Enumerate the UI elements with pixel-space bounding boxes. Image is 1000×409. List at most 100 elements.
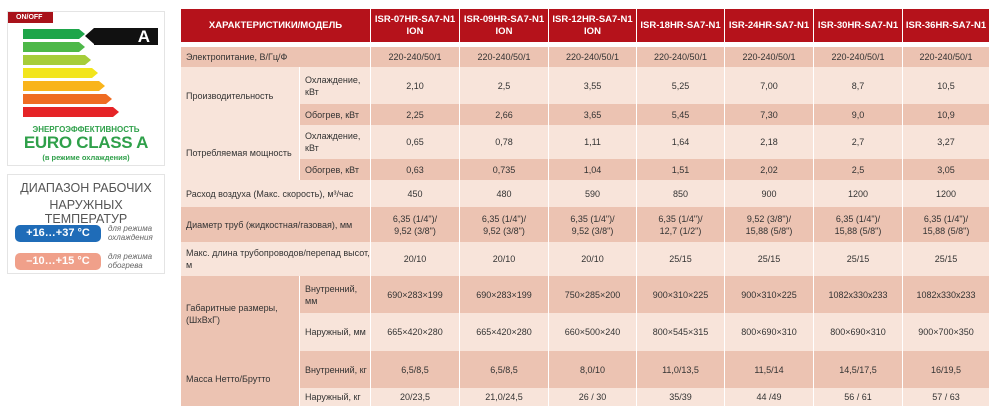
value-line: 6,35 (1/4")/ [570, 213, 615, 224]
table-row: Производительность Охлаждение, кВт 2,10 2,5… [181, 67, 990, 125]
energy-bar [23, 68, 98, 78]
model-header: ISR-07HR-SA7-N1 ION [371, 9, 460, 42]
energy-bar [23, 55, 91, 65]
value-cell: 1,64 [637, 125, 725, 159]
value-cell: 7,00 [725, 67, 814, 104]
value-cell: 2,7 [814, 125, 903, 159]
row-label: Электропитание, В/Гц/Ф [181, 47, 371, 67]
value-line: 6,35 (1/4")/ [392, 213, 438, 224]
value-cell: 11,5/14 [725, 351, 814, 388]
model-header: ISR-30HR-SA7-N1 [814, 9, 903, 42]
model-name: ISR-12HR-SA7-N1 [552, 13, 633, 25]
value-cell: 2,5 [814, 159, 903, 180]
value-cell: 5,45 [637, 104, 725, 125]
value-cell: 6,35 (1/4")/9,52 (3/8") [371, 207, 460, 242]
value-cell: 6,35 (1/4")/9,52 (3/8") [549, 207, 637, 242]
value-cell: 14,5/17,5 [814, 351, 903, 388]
group-label: Габаритные размеры, (ШхВхГ) [181, 276, 300, 351]
value-cell: 0,735 [460, 159, 549, 180]
value-cell: 25/15 [637, 242, 725, 276]
model-suffix: ION [406, 25, 424, 37]
value-cell: 1200 [814, 180, 903, 207]
temp-title-1: ДИАПАЗОН РАБОЧИХ [20, 181, 152, 195]
model-name: ISR-07HR-SA7-N1 [374, 13, 456, 25]
value-line: 15,88 (5/8") [745, 225, 793, 236]
value-line: 6,35 (1/4")/ [835, 213, 881, 224]
model-name: ISR-36HR-SA7-N1 [905, 19, 987, 31]
value-cell: 8,0/10 [549, 351, 637, 388]
sub-label: Наружный, кг [300, 388, 371, 406]
value-cell: 1,11 [549, 125, 637, 159]
energy-class-label: ON/OFF A ЭНЕРГОЭФФЕКТИВНОСТЬ EURO CLASS … [7, 11, 165, 166]
value-line: 15,88 (5/8") [834, 225, 882, 236]
value-cell: 11,0/13,5 [637, 351, 725, 388]
value-cell: 1,04 [549, 159, 637, 180]
value-line: 6,35 (1/4")/ [923, 213, 969, 224]
value-cell: 220-240/50/1 [725, 47, 814, 67]
value-cell: 0,63 [371, 159, 460, 180]
value-cell: 9,0 [814, 104, 903, 125]
value-cell: 450 [371, 180, 460, 207]
table-row: Обогрев, кВт 2,25 2,66 3,65 5,45 7,30 9,0 10,9 [181, 104, 990, 125]
onoff-badge: ON/OFF [8, 12, 53, 23]
cool-range-pill: +16…+37 °C [15, 225, 101, 242]
table-row: Наружный, кг 20/23,5 21,0/24,5 26 / 30 35/39… [181, 388, 990, 406]
value-cell: 5,25 [637, 67, 725, 104]
value-cell: 3,55 [549, 67, 637, 104]
value-cell: 3,65 [549, 104, 637, 125]
table-row: Обогрев, кВт 0,63 0,735 1,04 1,51 2,02 2,5 3,05 [181, 159, 990, 180]
value-cell: 20/10 [460, 242, 549, 276]
model-name: ISR-09HR-SA7-N1 [463, 13, 545, 25]
table-row: Потребляемая мощность Охлаждение, кВт 0,65… [181, 125, 990, 180]
value-cell: 10,5 [903, 67, 990, 104]
value-cell: 6,35 (1/4")/15,88 (5/8") [903, 207, 990, 242]
value-cell: 1,51 [637, 159, 725, 180]
model-name: ISR-24HR-SA7-N1 [728, 19, 810, 31]
energy-bar [23, 29, 85, 39]
euro-class-text: EURO CLASS A [23, 133, 149, 152]
value-cell: 220-240/50/1 [814, 47, 903, 67]
value-cell: 2,5 [460, 67, 549, 104]
value-cell: 2,02 [725, 159, 814, 180]
value-cell: 44 /49 [725, 388, 814, 406]
value-cell: 900×310×225 [637, 276, 725, 313]
value-cell: 1082x330x233 [814, 276, 903, 313]
model-suffix: ION [584, 25, 601, 37]
specs-table: ХАРАКТЕРИСТИКИ/МОДЕЛЬ ISR-07HR-SA7-N1 ION I… [181, 9, 990, 406]
energy-class-arrow: A [85, 28, 158, 45]
energy-bar [23, 107, 119, 117]
value-cell: 20/10 [549, 242, 637, 276]
value-cell: 665×420×280 [460, 313, 549, 351]
value-cell: 900×700×350 [903, 313, 990, 351]
value-line: 9,52 (3/8") [483, 225, 525, 236]
value-cell: 6,5/8,5 [371, 351, 460, 388]
value-cell: 900×310×225 [725, 276, 814, 313]
value-cell: 20/23,5 [371, 388, 460, 406]
value-cell: 3,27 [903, 125, 990, 159]
model-name: ISR-30HR-SA7-N1 [817, 19, 899, 31]
value-cell: 800×690×310 [814, 313, 903, 351]
value-cell: 1082x330x233 [903, 276, 990, 313]
energy-efficiency-title: ЭНЕРГОЭФФЕКТИВНОСТЬ [32, 125, 140, 134]
value-cell: 10,9 [903, 104, 990, 125]
value-cell: 16/19,5 [903, 351, 990, 388]
table-row: Расход воздуха (Макс. скорость), м³/час 4… [181, 180, 990, 207]
row-label: Диаметр труб (жидкостная/газовая), мм [181, 207, 371, 242]
temperature-range-box: ДИАПАЗОН РАБОЧИХ НАРУЖНЫХ ТЕМПЕРАТУР +16… [7, 174, 165, 274]
sub-label: Внутренний, мм [300, 276, 371, 313]
value-cell: 665×420×280 [371, 313, 460, 351]
value-cell: 1200 [903, 180, 990, 207]
value-cell: 480 [460, 180, 549, 207]
value-cell: 750×285×200 [549, 276, 637, 313]
value-cell: 690×283×199 [460, 276, 549, 313]
value-line: 9,52 (3/8") [394, 225, 436, 236]
value-cell: 25/15 [903, 242, 990, 276]
value-cell: 6,35 (1/4")/9,52 (3/8") [460, 207, 549, 242]
value-line: 15,88 (5/8") [922, 225, 970, 236]
value-cell: 2,25 [371, 104, 460, 125]
value-cell: 56 / 61 [814, 388, 903, 406]
table-row: Наружный, мм 665×420×280 665×420×280 660×50… [181, 313, 990, 351]
cool-range-note: для режима охлаждения [108, 224, 153, 242]
value-cell: 220-240/50/1 [549, 47, 637, 67]
model-name: ISR-18HR-SA7-N1 [640, 19, 721, 31]
